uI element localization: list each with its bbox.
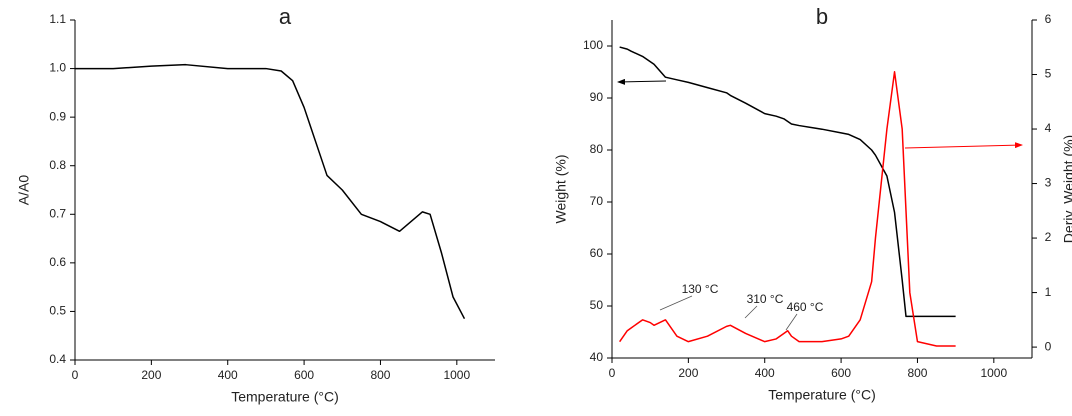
x-tick-label: 800 [370, 368, 390, 382]
x-tick-label: 0 [72, 368, 79, 382]
y-tick-label: 0.9 [49, 109, 66, 123]
x-tick-label: 200 [678, 366, 698, 380]
y2-axis-label: Deriv. Weight (%) [1061, 135, 1072, 243]
y-tick-label: 50 [590, 298, 604, 312]
annotation: 310 °C [747, 292, 784, 306]
data-line [619, 46, 956, 318]
y2-tick-label: 2 [1045, 230, 1052, 244]
y2-tick-label: 4 [1045, 121, 1052, 135]
x-tick-label: 1000 [443, 368, 470, 382]
x-tick-label: 200 [141, 368, 161, 382]
y-tick-label: 1.1 [49, 12, 66, 26]
y-tick-label: 70 [590, 194, 604, 208]
annotation-leader [659, 295, 693, 311]
y2-tick-label: 0 [1045, 339, 1052, 353]
arrow [904, 142, 1023, 149]
y-axis-label: A/A0 [16, 175, 32, 206]
x-axis-label: Temperature (°C) [231, 389, 339, 405]
x-tick-label: 400 [755, 366, 775, 380]
x-tick-label: 600 [831, 366, 851, 380]
annotation-leader [744, 305, 758, 319]
x-tick-label: 0 [609, 366, 616, 380]
y-tick-label: 0.4 [49, 352, 66, 366]
annotation: 130 °C [682, 282, 719, 296]
y2-tick-label: 3 [1045, 176, 1052, 190]
y-tick-label: 80 [590, 142, 604, 156]
x-tick-label: 800 [907, 366, 927, 380]
y-tick-label: 0.6 [49, 255, 66, 269]
y-tick-label: 0.5 [49, 304, 66, 318]
y-tick-label: 100 [583, 38, 603, 52]
x-axis-label: Temperature (°C) [768, 387, 876, 403]
arrow [617, 78, 667, 85]
panel-title: a [279, 4, 292, 29]
y2-tick-label: 6 [1045, 12, 1052, 26]
annotation: 460 °C [787, 300, 824, 314]
y-tick-label: 0.7 [49, 206, 66, 220]
annotation-leader [785, 313, 798, 331]
panel-title: b [816, 4, 828, 29]
y-tick-label: 40 [590, 350, 604, 364]
y2-tick-label: 1 [1045, 285, 1052, 299]
data-line [619, 71, 956, 347]
y-tick-label: 1.0 [49, 61, 66, 75]
x-tick-label: 400 [218, 368, 238, 382]
y-tick-label: 0.8 [49, 158, 66, 172]
y-tick-label: 60 [590, 246, 604, 260]
y-tick-label: 90 [590, 90, 604, 104]
data-line [75, 63, 466, 320]
x-tick-label: 600 [294, 368, 314, 382]
y-axis-label: Weight (%) [553, 155, 569, 224]
x-tick-label: 1000 [980, 366, 1007, 380]
y2-tick-label: 5 [1045, 67, 1052, 81]
